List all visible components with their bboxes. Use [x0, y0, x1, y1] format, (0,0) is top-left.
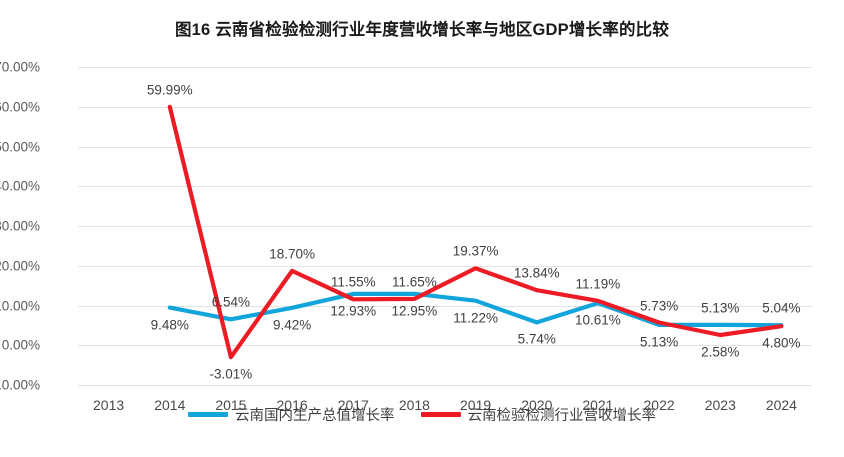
legend-swatch-icon — [188, 412, 228, 417]
y-axis-tick-label: 10.00% — [0, 298, 40, 313]
gridline — [78, 186, 812, 188]
gridline — [78, 265, 812, 267]
gridline — [78, 106, 812, 108]
data-point-label: 4.80% — [762, 335, 801, 351]
x-axis-tick-label: 2018 — [398, 397, 430, 413]
gridline — [78, 146, 812, 148]
series-line-industry — [167, 104, 784, 360]
data-point-label: 2.58% — [701, 344, 740, 360]
data-point-label: 5.73% — [639, 298, 679, 313]
x-axis-tick-label: 2019 — [460, 397, 492, 413]
x-axis-tick-label: 2014 — [154, 397, 186, 413]
data-point-label: 11.55% — [330, 274, 376, 290]
y-axis-tick-label: -10.00% — [0, 377, 40, 393]
data-point-label: 19.37% — [452, 243, 499, 259]
chart-legend: 云南国内生产总值增长率 云南检验检测行业营收增长率 — [0, 404, 844, 425]
gridline — [78, 385, 812, 386]
x-axis-tick-label: 2016 — [276, 397, 308, 413]
y-axis-tick-label: 70.00% — [0, 59, 40, 75]
y-axis-tick-label: 40.00% — [0, 178, 40, 194]
legend-swatch-icon — [420, 412, 461, 417]
data-point-label: 10.61% — [574, 312, 621, 328]
x-axis-tick-label: 2015 — [215, 397, 247, 413]
data-point-label: 12.93% — [330, 303, 377, 319]
data-point-label: 13.84% — [513, 265, 560, 281]
x-axis-tick-label: 2013 — [93, 397, 125, 413]
legend-item-gdp[interactable]: 云南国内生产总值增长率 — [188, 404, 395, 425]
y-axis-tick-label: 0.00% — [1, 337, 40, 353]
data-point-label: 5.13% — [701, 300, 740, 316]
x-axis-tick-label: 2020 — [521, 397, 553, 413]
x-axis-tick-label: 2023 — [704, 397, 736, 413]
data-point-label: 12.95% — [391, 303, 438, 319]
data-point-label: 5.04% — [762, 300, 801, 316]
x-axis-tick-label: 2021 — [582, 397, 614, 413]
y-axis-tick-label: 50.00% — [0, 139, 40, 154]
y-axis-tick-label: 60.00% — [0, 99, 40, 115]
gridline — [78, 67, 812, 68]
data-point-label: 5.74% — [517, 331, 556, 347]
legend-label: 云南国内生产总值增长率 — [235, 408, 395, 424]
data-point-label: 5.13% — [639, 334, 679, 350]
series-lines — [167, 104, 784, 360]
gridline — [78, 345, 812, 347]
y-axis-tick-label: 20.00% — [0, 258, 40, 274]
data-point-label: 11.22% — [453, 310, 498, 326]
x-axis-tick-label: 2022 — [643, 397, 675, 413]
data-point-label: 11.65% — [391, 274, 437, 290]
data-point-label: -3.01% — [209, 366, 253, 382]
gridline — [78, 226, 812, 227]
legend-label: 云南检验检测行业营收增长率 — [467, 408, 657, 424]
data-point-label: 18.70% — [269, 246, 315, 262]
x-axis-tick-label: 2024 — [765, 397, 797, 413]
data-point-label: 6.54% — [211, 294, 251, 310]
plot-area: -10.00% 0.00% 10.00% 20.00% 30.00% 40.00% 50.0… — [0, 60, 812, 413]
chart-title: 图16 云南省检验检测行业年度营收增长率与地区GDP增长率的比较 — [174, 21, 670, 39]
data-point-label: 9.48% — [150, 317, 189, 333]
x-axis-tick-label: 2017 — [337, 397, 369, 413]
data-point-label: 11.19% — [575, 276, 621, 292]
legend-item-industry[interactable]: 云南检验检测行业营收增长率 — [420, 404, 657, 425]
data-point-label: 9.42% — [272, 317, 312, 333]
y-axis-tick-label: 30.00% — [0, 218, 40, 234]
data-point-label: 59.99% — [146, 82, 193, 98]
gridline — [78, 305, 812, 307]
